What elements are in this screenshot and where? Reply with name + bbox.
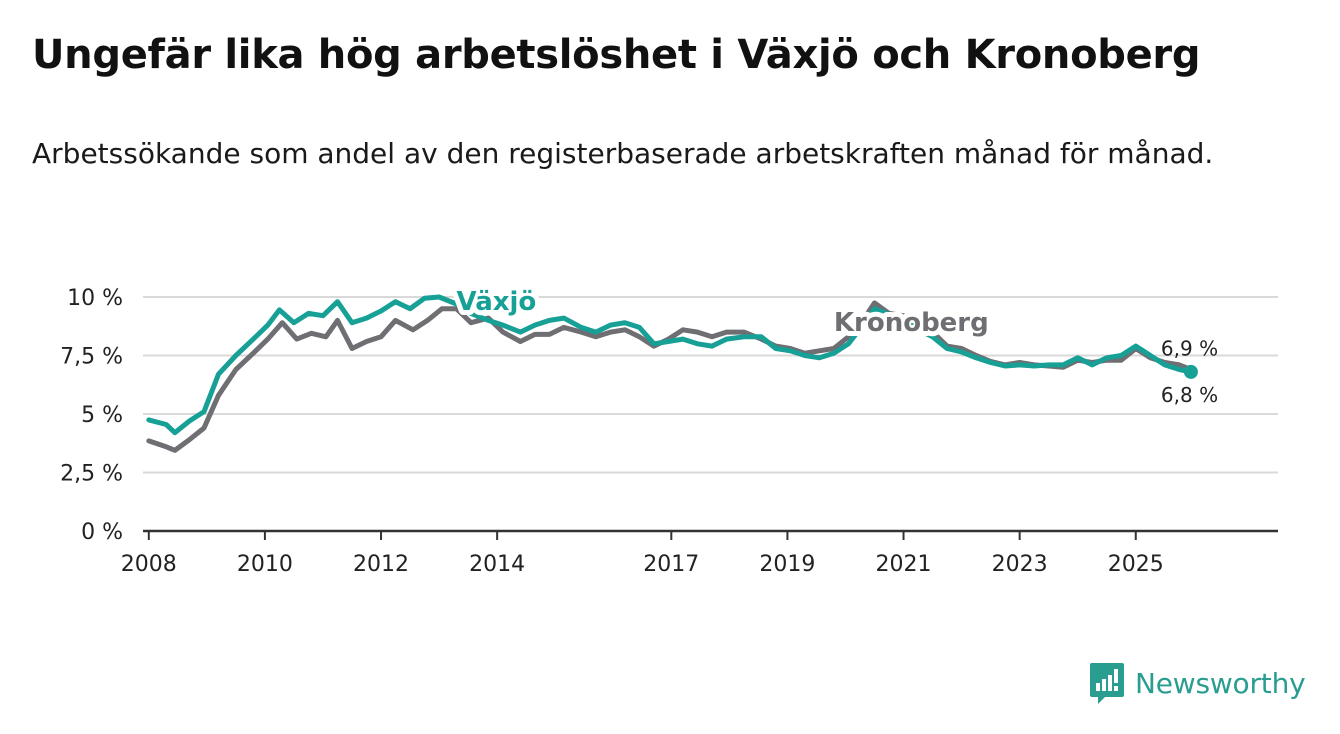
axes: 0 % 2,5 % 5 % 7,5 % 10 % 2008 2010 2012 2014 2017… bbox=[60, 286, 1278, 577]
newsworthy-logo-icon bbox=[1090, 663, 1124, 704]
y-tick-label-4: 10 % bbox=[67, 286, 123, 311]
end-label-kronoberg: 6,9 % bbox=[1161, 337, 1218, 361]
end-label-vaxjo: 6,8 % bbox=[1161, 383, 1218, 407]
x-tick-label-2: 2012 bbox=[353, 552, 409, 577]
x-tick-label-6: 2021 bbox=[876, 552, 932, 577]
x-tick-label-3: 2014 bbox=[469, 552, 525, 577]
series-lines bbox=[146, 294, 1198, 453]
y-tick-label-0: 0 % bbox=[81, 520, 123, 545]
x-tick-label-1: 2010 bbox=[237, 552, 293, 577]
x-tick-label-0: 2008 bbox=[121, 552, 177, 577]
chart-title: Ungefär lika hög arbetslöshet i Växjö oc… bbox=[32, 32, 1201, 78]
series-label-växjö: Växjö bbox=[457, 287, 537, 317]
chart-subtitle: Arbetssökande som andel av den registerb… bbox=[32, 137, 1214, 170]
x-tick-label-7: 2023 bbox=[992, 552, 1048, 577]
series-end-point-vaxjo bbox=[1183, 364, 1198, 379]
gridlines bbox=[143, 296, 1278, 474]
x-tick-label-8: 2025 bbox=[1108, 552, 1164, 577]
series-label-halo-växjö: Växjö bbox=[457, 287, 537, 317]
x-tick-label-4: 2017 bbox=[643, 552, 699, 577]
x-tick-label-5: 2019 bbox=[759, 552, 815, 577]
y-tick-label-1: 2,5 % bbox=[60, 462, 123, 487]
newsworthy-logo: Newsworthy bbox=[1089, 660, 1306, 706]
y-tick-label-2: 5 % bbox=[81, 403, 123, 428]
series-line-växjö bbox=[146, 294, 1194, 436]
series-label-halo-kronoberg: Kronoberg bbox=[834, 308, 989, 338]
series-label-kronoberg: Kronoberg bbox=[834, 308, 989, 338]
y-tick-label-3: 7,5 % bbox=[60, 345, 123, 370]
brand-name: Newsworthy bbox=[1135, 666, 1306, 700]
series-line-kronoberg bbox=[146, 300, 1194, 453]
